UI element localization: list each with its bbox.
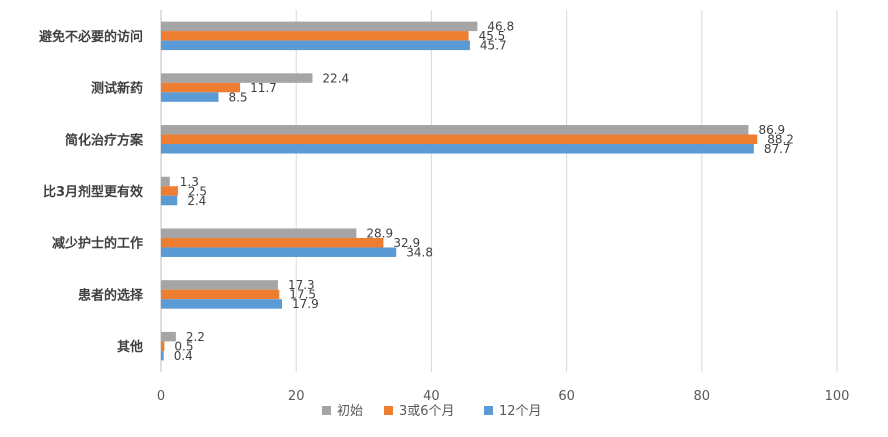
category-label: 测试新药 bbox=[91, 81, 143, 97]
data-label: 2.2 bbox=[186, 330, 205, 344]
legend-swatch bbox=[484, 406, 493, 415]
data-label: 34.8 bbox=[406, 245, 433, 259]
data-label: 17.5 bbox=[289, 288, 316, 302]
data-label: 88.2 bbox=[767, 133, 794, 147]
data-label: 2.4 bbox=[187, 194, 206, 208]
bar bbox=[161, 280, 278, 290]
bar bbox=[161, 247, 397, 257]
category-label: 其他 bbox=[117, 339, 143, 355]
category-label: 患者的选择 bbox=[78, 287, 144, 303]
data-label: 0.5 bbox=[174, 339, 193, 353]
bar bbox=[161, 40, 470, 51]
data-label: 11.7 bbox=[250, 81, 277, 95]
legend-swatch bbox=[322, 406, 331, 415]
data-label: 17.3 bbox=[288, 278, 315, 292]
category-label: 减少护士的工作 bbox=[52, 236, 143, 252]
category-label: 比3月剂型更有效 bbox=[43, 184, 144, 200]
legend-swatch bbox=[384, 406, 393, 415]
bar bbox=[161, 299, 283, 309]
data-label: 86.9 bbox=[758, 123, 785, 137]
bar bbox=[161, 31, 469, 41]
bar bbox=[161, 186, 178, 196]
bar bbox=[161, 195, 178, 206]
x-tick-label: 80 bbox=[694, 389, 711, 404]
bar bbox=[161, 92, 219, 102]
legend-label: 3或6个月 bbox=[399, 404, 455, 419]
data-label: 87.7 bbox=[764, 142, 791, 156]
data-label: 45.5 bbox=[479, 29, 506, 43]
data-label: 28.9 bbox=[366, 226, 393, 240]
legend-label: 12个月 bbox=[499, 404, 542, 419]
data-label: 2.5 bbox=[188, 184, 207, 198]
bar bbox=[161, 125, 749, 135]
bar bbox=[161, 82, 241, 93]
bar bbox=[161, 289, 280, 300]
bar bbox=[161, 134, 758, 145]
legend-label: 初始 bbox=[337, 404, 363, 419]
bar bbox=[161, 237, 384, 248]
data-label: 17.9 bbox=[292, 297, 319, 311]
x-tick-label: 100 bbox=[825, 389, 850, 404]
x-tick-label: 60 bbox=[558, 389, 575, 404]
data-label: 22.4 bbox=[322, 71, 349, 85]
category-label: 简化治疗方案 bbox=[65, 132, 144, 148]
data-label: 46.8 bbox=[487, 20, 514, 34]
x-tick-label: 40 bbox=[423, 389, 440, 404]
data-label: 32.9 bbox=[393, 236, 420, 250]
bar bbox=[161, 176, 170, 187]
data-label: 45.7 bbox=[480, 39, 507, 53]
data-label: 8.5 bbox=[228, 90, 247, 104]
bar bbox=[161, 228, 357, 238]
bar bbox=[161, 21, 478, 32]
bar bbox=[161, 144, 754, 154]
x-tick-label: 20 bbox=[288, 389, 305, 404]
data-label: 1.3 bbox=[180, 175, 199, 189]
bar bbox=[161, 350, 164, 361]
category-label: 避免不必要的访问 bbox=[39, 29, 143, 45]
bar bbox=[161, 73, 313, 83]
x-tick-label: 0 bbox=[157, 389, 165, 404]
data-label: 0.4 bbox=[174, 349, 193, 363]
bar bbox=[161, 331, 176, 342]
bar bbox=[161, 341, 165, 351]
